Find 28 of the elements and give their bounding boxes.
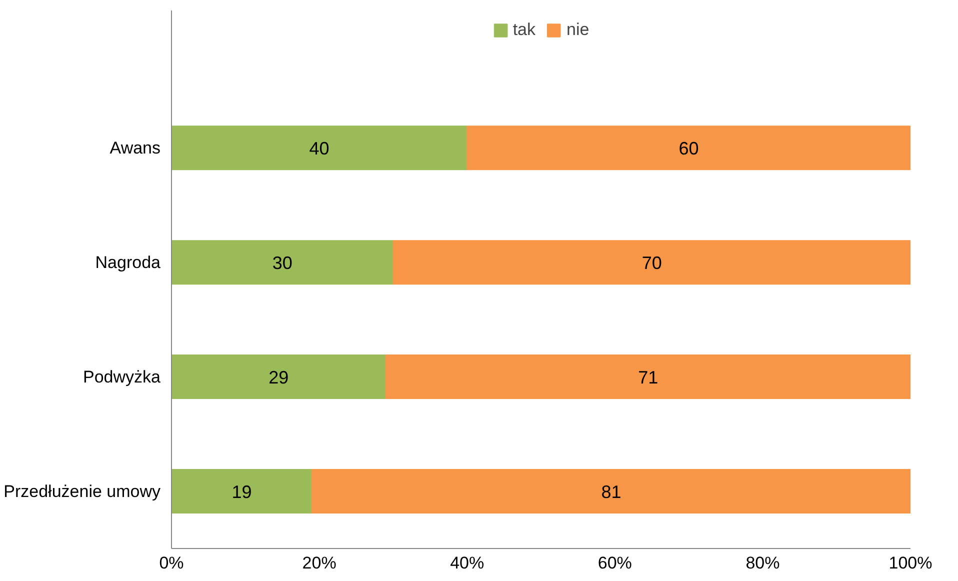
data-label: 71 <box>638 367 658 388</box>
x-tick-label: 40% <box>450 554 484 572</box>
bar <box>311 469 910 514</box>
y-tick-label: Podwyżka <box>83 367 162 386</box>
data-label: 81 <box>601 482 622 502</box>
x-tick-label: 80% <box>746 554 780 572</box>
data-label: 29 <box>268 367 289 388</box>
bar <box>172 469 312 514</box>
bar <box>172 354 386 400</box>
x-tick-label: 20% <box>302 554 336 572</box>
bar <box>392 240 910 285</box>
bar <box>466 126 910 170</box>
bar <box>172 126 468 170</box>
data-label: 70 <box>642 252 662 273</box>
y-tick-label: Nagroda <box>95 252 162 272</box>
legend-label: nie <box>566 20 590 40</box>
y-tick-label: Przedłużenie umowy <box>4 482 161 501</box>
data-label: 30 <box>272 252 292 273</box>
x-tick-label: 60% <box>598 554 632 572</box>
data-label: 40 <box>309 138 330 158</box>
bar <box>172 240 394 285</box>
legend-label: tak <box>512 20 536 40</box>
bar <box>385 354 910 400</box>
y-tick-label: Awans <box>110 138 160 158</box>
data-label: 60 <box>678 138 699 158</box>
x-tick-label: 100% <box>888 554 932 572</box>
x-tick-label: 0% <box>159 554 184 572</box>
data-label: 19 <box>232 482 252 502</box>
